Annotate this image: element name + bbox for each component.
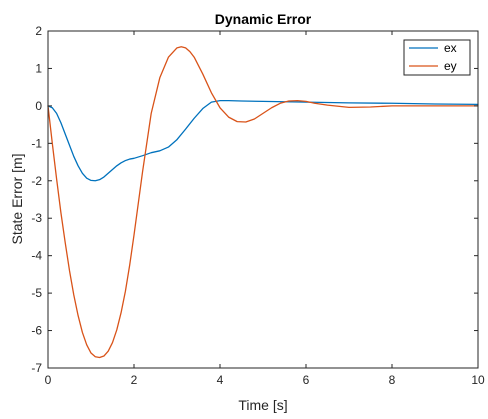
y-tick-label: 1 (35, 61, 42, 75)
x-tick-label: 2 (131, 373, 138, 387)
y-tick-label: -5 (31, 286, 42, 300)
x-tick-label: 10 (471, 373, 485, 387)
y-tick-label: 0 (35, 99, 42, 113)
y-axis-label: State Error [m] (9, 153, 25, 244)
legend-box (403, 39, 471, 76)
chart-title: Dynamic Error (215, 11, 312, 27)
series-layer (47, 46, 479, 359)
y-tick-label: -3 (31, 211, 42, 225)
series-line-ex (47, 100, 479, 182)
plot-frame (47, 30, 479, 369)
x-tick-label: 6 (303, 373, 310, 387)
series-line-ey (47, 46, 479, 359)
legend: ex ey (403, 39, 471, 76)
y-tick-label: -4 (31, 249, 42, 263)
y-tick-label: -7 (31, 361, 42, 375)
y-tick-label: -1 (31, 136, 42, 150)
x-tick-label: 4 (217, 373, 224, 387)
legend-label-ey: ey (444, 59, 457, 73)
y-tick-label: -2 (31, 174, 42, 188)
plot-area (48, 31, 478, 368)
y-tick-label: 2 (35, 24, 42, 38)
x-tick-label: 8 (389, 373, 396, 387)
legend-label-ex: ex (444, 41, 457, 55)
y-tick-label: -6 (31, 324, 42, 338)
x-tick-label: 0 (45, 373, 52, 387)
x-axis-label: Time [s] (238, 397, 287, 413)
